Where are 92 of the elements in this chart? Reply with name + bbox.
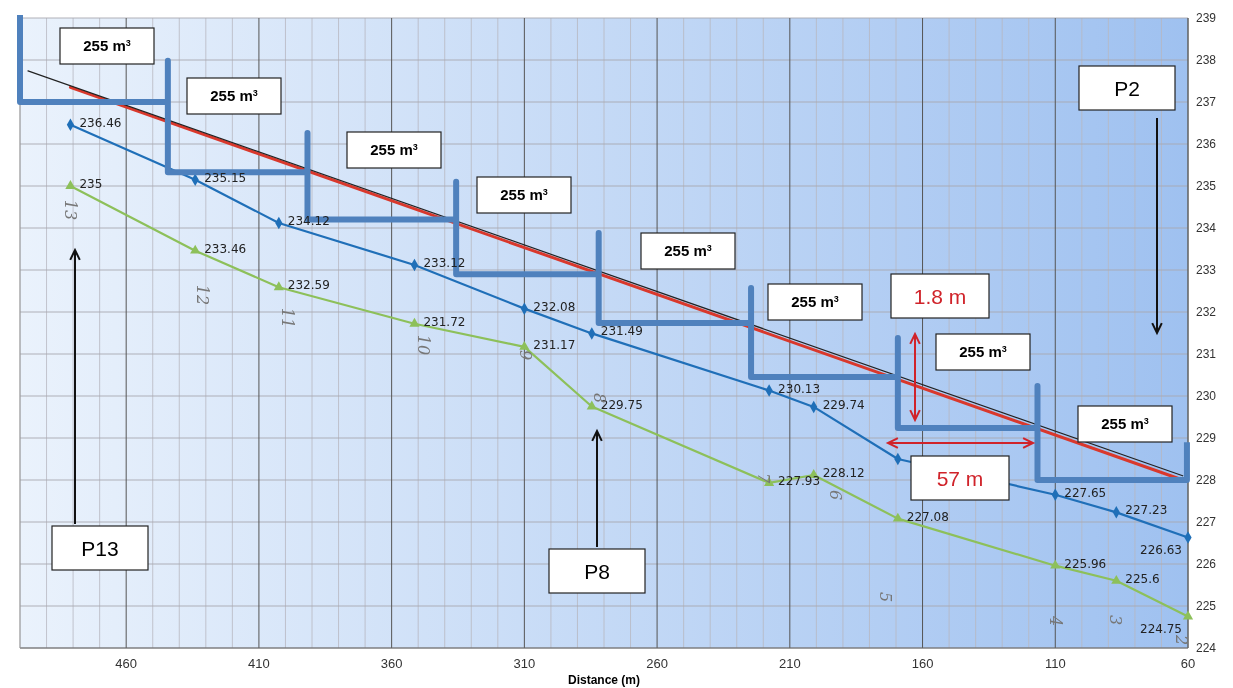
annotation: 2 xyxy=(1172,633,1191,646)
annotation: 11 xyxy=(278,307,297,329)
annotation: 6 xyxy=(826,489,845,501)
annotation: P2 xyxy=(1114,77,1140,100)
annotation: 255 m$^{3}$ xyxy=(664,242,712,259)
annotation: 1.8 m xyxy=(913,285,967,308)
text-box: 255 m$^{3}$ xyxy=(346,131,442,169)
annotation: 7 xyxy=(754,472,773,484)
text-box: 255 m$^{3}$ xyxy=(767,283,863,321)
data-label: 231.72 xyxy=(423,314,466,329)
point xyxy=(65,180,76,189)
point xyxy=(519,340,530,350)
x-tick-label: 410 xyxy=(248,656,270,671)
data-label: 231.17 xyxy=(533,337,576,352)
text-box: 255 m$^{3}$ xyxy=(935,333,1031,371)
annotation: 3 xyxy=(1106,614,1125,626)
y-tick-label: 237 xyxy=(1196,95,1217,109)
y-tick-label: 235 xyxy=(1196,179,1217,193)
annotation: 255 m$^{3}$ xyxy=(959,343,1007,360)
y-tick-label: 230 xyxy=(1196,389,1217,403)
annotation: 255 m$^{3}$ xyxy=(791,293,839,310)
x-tick-label: 460 xyxy=(115,656,138,671)
x-axis-title: Distance (m) xyxy=(567,673,641,687)
y-tick-label: 239 xyxy=(1196,11,1217,25)
point xyxy=(190,244,201,254)
annotation: 13 xyxy=(61,199,80,221)
annotation: 5 xyxy=(876,591,895,603)
text-box: 255 m$^{3}$ xyxy=(1077,405,1173,443)
y-tick-label: 224 xyxy=(1196,641,1217,655)
x-tick-label: 160 xyxy=(911,656,934,671)
data-label: 229.74 xyxy=(822,397,865,412)
x-tick-label: 110 xyxy=(1044,656,1066,671)
y-tick-label: 226 xyxy=(1196,557,1217,571)
point xyxy=(1050,559,1061,569)
text-box: 255 m$^{3}$ xyxy=(476,176,572,214)
data-label: 228.12 xyxy=(822,465,865,480)
text-box: P2 xyxy=(1078,65,1176,111)
y-tick-label: 227 xyxy=(1196,515,1217,529)
text-box: 255 m$^{3}$ xyxy=(59,27,155,65)
point xyxy=(1111,574,1122,584)
annotation: 255 m$^{3}$ xyxy=(370,141,418,158)
text-box: 1.8 m xyxy=(890,273,990,319)
y-tick-label: 225 xyxy=(1196,599,1217,613)
data-label: 226.63 xyxy=(1140,542,1182,557)
x-tick-label: 60 xyxy=(1180,656,1196,671)
text-box: P13 xyxy=(51,525,149,571)
annotation: P8 xyxy=(584,560,610,583)
point xyxy=(409,317,420,327)
y-tick-label: 232 xyxy=(1196,305,1217,319)
data-label: 235 xyxy=(79,177,103,191)
annotation: P13 xyxy=(81,537,119,560)
text-box: 57 m xyxy=(910,455,1010,501)
annotation: 4 xyxy=(1046,614,1065,627)
data-label: 232.08 xyxy=(533,299,576,314)
annotation: 57 m xyxy=(936,467,984,490)
data-label: 227.65 xyxy=(1064,485,1107,500)
point xyxy=(892,512,903,522)
annotation: 9 xyxy=(516,349,535,361)
annotation: 255 m$^{3}$ xyxy=(1101,415,1149,432)
data-label: 231.49 xyxy=(600,324,643,339)
text-box: 255 m$^{3}$ xyxy=(640,232,736,270)
data-label: 234.12 xyxy=(287,213,330,228)
point xyxy=(1182,610,1194,620)
data-label: 227.93 xyxy=(778,473,821,488)
y-tick-label: 228 xyxy=(1196,473,1217,487)
y-tick-label: 236 xyxy=(1196,137,1217,151)
annotation: 255 m$^{3}$ xyxy=(210,87,258,104)
x-tick-label: 210 xyxy=(778,656,801,671)
point xyxy=(273,281,284,291)
data-label: 227.23 xyxy=(1125,503,1168,518)
y-tick-label: 231 xyxy=(1196,347,1217,361)
data-label: 233.46 xyxy=(204,241,247,256)
data-label: 225.6 xyxy=(1125,571,1160,586)
data-label: 224.75 xyxy=(1140,621,1182,636)
data-label: 235.15 xyxy=(204,170,247,185)
x-tick-label: 260 xyxy=(646,656,668,671)
data-label: 236.46 xyxy=(79,115,122,130)
text-box: P8 xyxy=(548,548,646,594)
annotation: 255 m$^{3}$ xyxy=(83,37,131,54)
annotation: 10 xyxy=(414,334,433,356)
y-tick-label: 234 xyxy=(1196,221,1217,235)
text-box: 255 m$^{3}$ xyxy=(186,77,282,115)
x-tick-label: 310 xyxy=(513,656,536,671)
annotation: 12 xyxy=(193,284,212,306)
y-tick-label: 238 xyxy=(1196,53,1217,67)
data-label: 225.96 xyxy=(1064,556,1107,571)
data-label: 230.13 xyxy=(778,381,821,396)
y-tick-label: 233 xyxy=(1196,263,1217,277)
y-tick-label: 229 xyxy=(1196,431,1217,445)
data-label: 232.59 xyxy=(287,278,330,293)
annotation: 255 m$^{3}$ xyxy=(500,186,548,203)
x-tick-label: 360 xyxy=(380,656,403,671)
